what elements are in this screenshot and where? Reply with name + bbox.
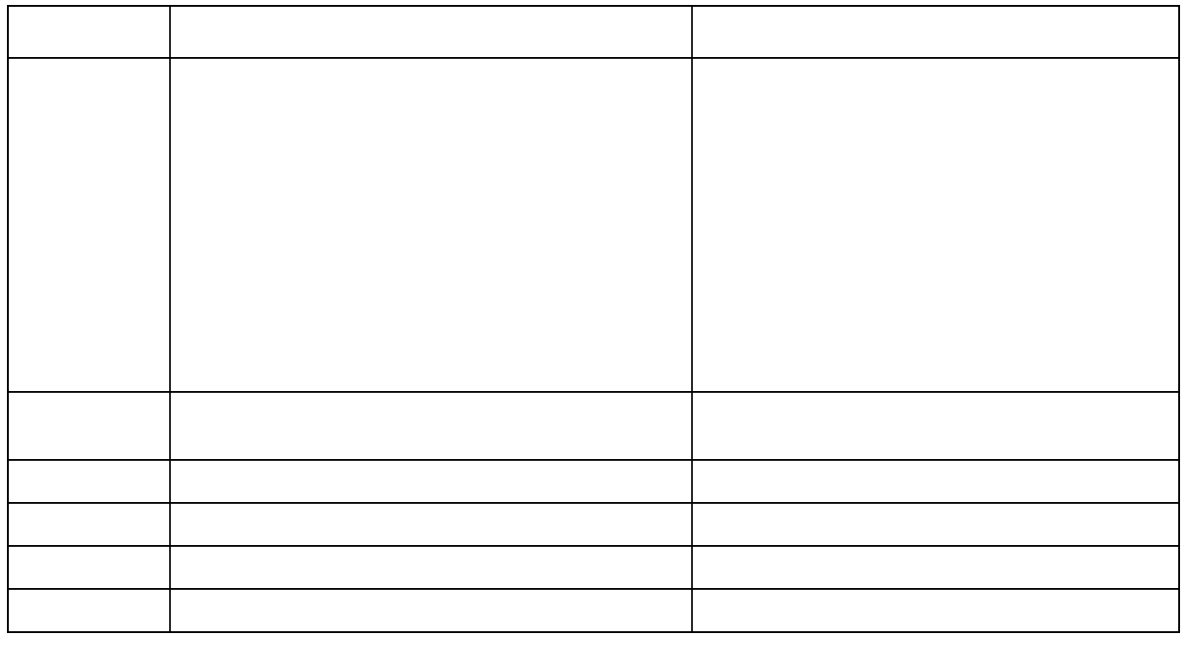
Bar <box>374 303 449 361</box>
Bar <box>222 302 312 362</box>
Bar <box>466 304 539 360</box>
Bar <box>222 88 312 148</box>
Bar <box>865 118 881 332</box>
Text: UPS in N+1 Configuration with STS: UPS in N+1 Configuration with STS <box>254 23 608 41</box>
Text: Schematic: Schematic <box>44 218 133 233</box>
Bar <box>466 90 539 146</box>
Text: Static
Switch
C: Static Switch C <box>389 311 433 354</box>
Text: Critical
Load: Critical Load <box>480 318 527 346</box>
Text: UPS: UPS <box>247 109 287 127</box>
Bar <box>770 195 865 255</box>
Bar <box>374 89 449 147</box>
Bar <box>342 225 349 332</box>
Bar <box>8 460 1179 503</box>
Text: Main Power
Supply: Main Power Supply <box>176 312 239 334</box>
Text: Annual Downtime: Annual Downtime <box>15 560 163 575</box>
Text: Main Power
Supply: Main Power Supply <box>698 98 761 120</box>
Text: Redundancy Level: Redundancy Level <box>14 603 164 618</box>
Text: UPS: UPS <box>798 323 838 341</box>
Text: 0.088 Hrs: 0.088 Hrs <box>394 560 468 575</box>
Text: 99.9990%: 99.9990% <box>392 517 470 532</box>
Bar <box>339 328 374 336</box>
Text: 12.000 Hrs: 12.000 Hrs <box>894 474 977 489</box>
Bar <box>222 195 312 255</box>
Text: 0.876 Hrs: 0.876 Hrs <box>899 560 972 575</box>
Bar <box>770 302 865 362</box>
Text: MTBF of STS: MTBF of STS <box>37 474 141 489</box>
Text: UPS in N+1: UPS in N+1 <box>878 23 992 41</box>
Bar <box>8 392 1179 460</box>
Text: Critical
Load: Critical Load <box>1081 209 1142 241</box>
Bar <box>770 88 865 148</box>
Text: Main Power
Supply: Main Power Supply <box>176 205 239 228</box>
Text: Critical
Load: Critical Load <box>480 104 527 132</box>
Bar <box>8 546 1179 589</box>
Text: UPS: UPS <box>798 216 838 234</box>
Text: UPS: UPS <box>247 216 287 234</box>
Bar <box>8 589 1179 632</box>
Bar <box>865 113 882 123</box>
Text: 99.9900%: 99.9900% <box>896 517 975 532</box>
Bar <box>339 221 374 229</box>
Bar <box>8 503 1179 546</box>
Text: Main Power
Supply: Main Power Supply <box>698 312 761 334</box>
Text: 67%: 67% <box>414 603 447 618</box>
Bar <box>1064 185 1159 265</box>
Text: UPS: UPS <box>798 109 838 127</box>
Bar <box>339 114 374 122</box>
Text: Static
Switch
B: Static Switch B <box>389 203 433 246</box>
Bar <box>8 58 1179 392</box>
Text: Critical
Load: Critical Load <box>480 211 527 239</box>
Text: UPS: UPS <box>247 323 287 341</box>
Text: 11,98,749 Hrs: 11,98,749 Hrs <box>377 419 485 434</box>
Bar <box>8 6 1179 58</box>
Text: 1,19,988 Hrs: 1,19,988 Hrs <box>887 419 985 434</box>
Text: Availability: Availability <box>43 517 135 532</box>
Text: Main Power
Supply: Main Power Supply <box>176 98 239 120</box>
Bar <box>466 197 539 253</box>
Text: 67%: 67% <box>919 603 952 618</box>
Bar <box>374 196 449 254</box>
Text: Main Power
Supply: Main Power Supply <box>698 205 761 228</box>
Text: MTBF of UPS
Configuration: MTBF of UPS Configuration <box>32 410 146 443</box>
Bar <box>330 118 339 332</box>
Bar <box>865 220 882 230</box>
Text: Static
Switch
A: Static Switch A <box>389 97 433 140</box>
Text: 12.000 Hrs: 12.000 Hrs <box>389 474 472 489</box>
Bar <box>865 327 882 337</box>
Bar <box>349 328 374 336</box>
